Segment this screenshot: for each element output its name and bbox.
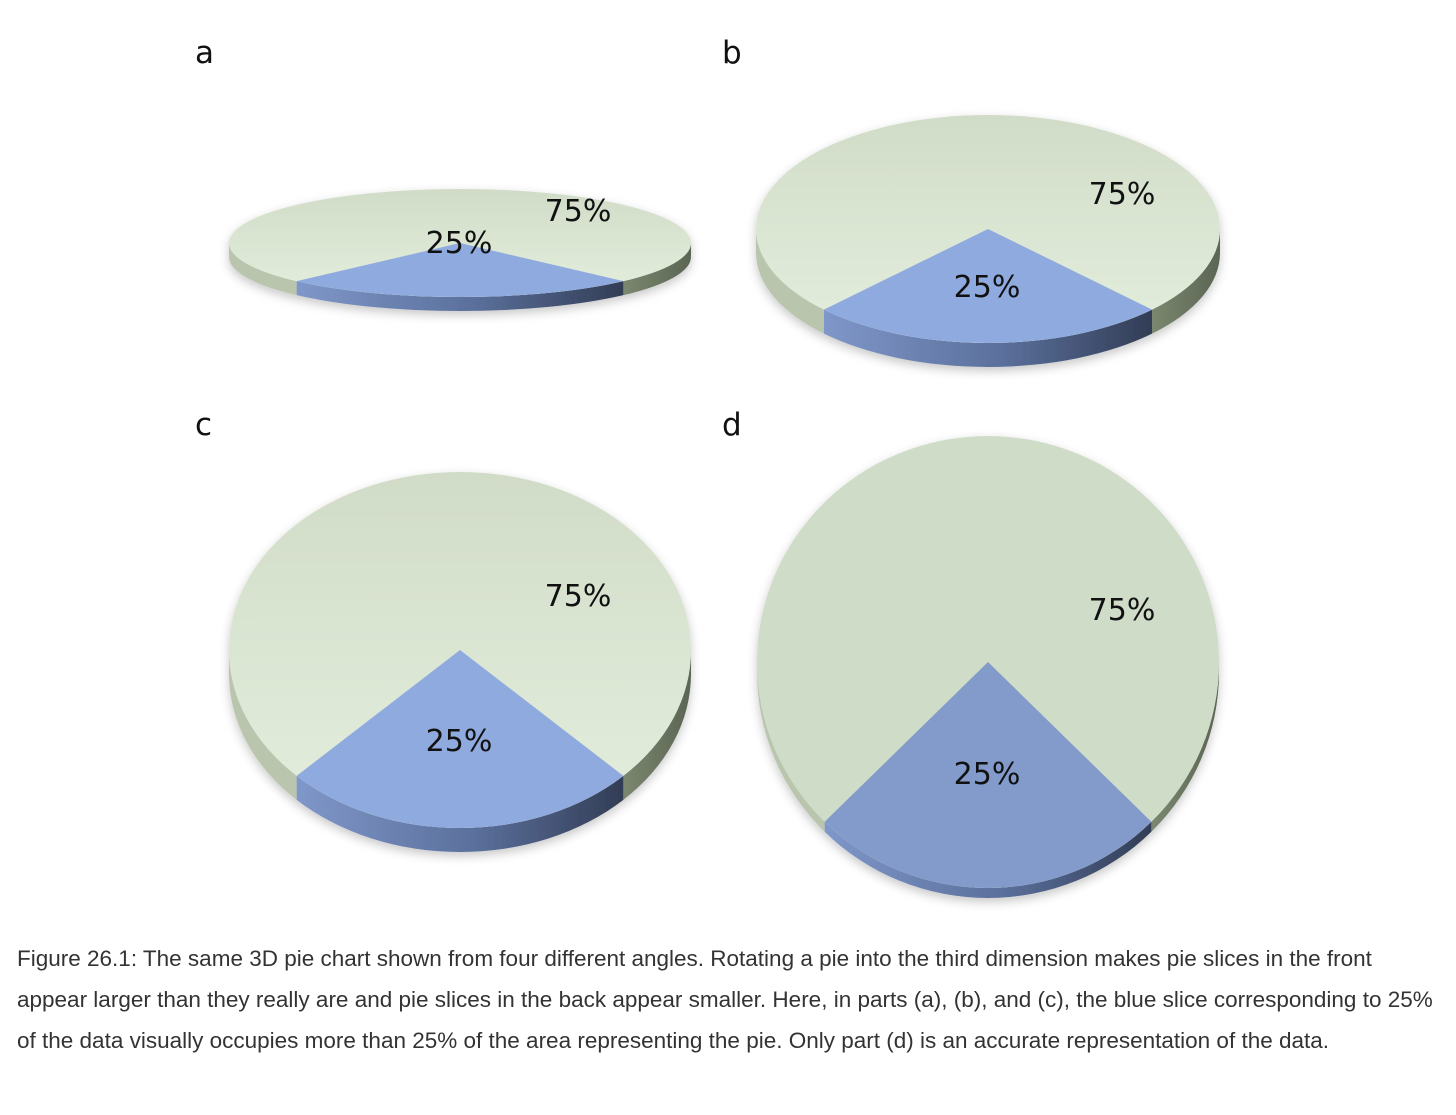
pie-side-large-right-d xyxy=(1151,662,1219,832)
panel-label-b: b xyxy=(722,35,742,71)
pie-side-large-right-a xyxy=(623,243,691,296)
pie-side-large-right-c xyxy=(623,650,691,800)
pie-slice-small-c xyxy=(296,650,624,829)
data-label-large-a: 75% xyxy=(545,194,612,229)
pie-slice-small-d xyxy=(824,662,1152,888)
pie-side-large-left-d xyxy=(757,662,825,832)
panel-label-d: d xyxy=(722,407,742,443)
pie-slice-small-a xyxy=(296,243,624,297)
figure-3d-pie-charts: a 25% 75% b 25% 75% c 25% 75% d 25% 75% xyxy=(195,35,1220,899)
data-label-small-b: 25% xyxy=(954,270,1021,305)
data-label-large-d: 75% xyxy=(1089,593,1156,628)
pie-chart-d: d 25% 75% xyxy=(722,407,1219,899)
pie-side-large-left-b xyxy=(756,229,824,334)
data-label-large-b: 75% xyxy=(1089,177,1156,212)
pie-side-large-left-c xyxy=(229,650,297,800)
figure-caption: Figure 26.1: The same 3D pie chart shown… xyxy=(17,946,1433,1053)
data-label-small-a: 25% xyxy=(426,226,493,261)
pie-side-small-c xyxy=(296,775,624,852)
pie-side-large-left-a xyxy=(229,243,297,296)
panel-label-a: a xyxy=(195,35,214,71)
pie-side-small-d xyxy=(824,821,1152,899)
pie-side-large-right-b xyxy=(1152,229,1220,334)
pie-chart-c: c 25% 75% xyxy=(195,407,691,852)
pie-side-small-a xyxy=(296,281,624,311)
panel-label-c: c xyxy=(195,407,212,443)
pie-side-small-b xyxy=(823,309,1153,367)
data-label-large-c: 75% xyxy=(545,579,612,614)
pie-chart-a: a 25% 75% xyxy=(195,35,691,311)
pie-slice-small-b xyxy=(823,229,1153,344)
pie-chart-b: b 25% 75% xyxy=(722,35,1220,367)
data-label-small-c: 25% xyxy=(426,724,493,759)
data-label-small-d: 25% xyxy=(954,757,1021,792)
